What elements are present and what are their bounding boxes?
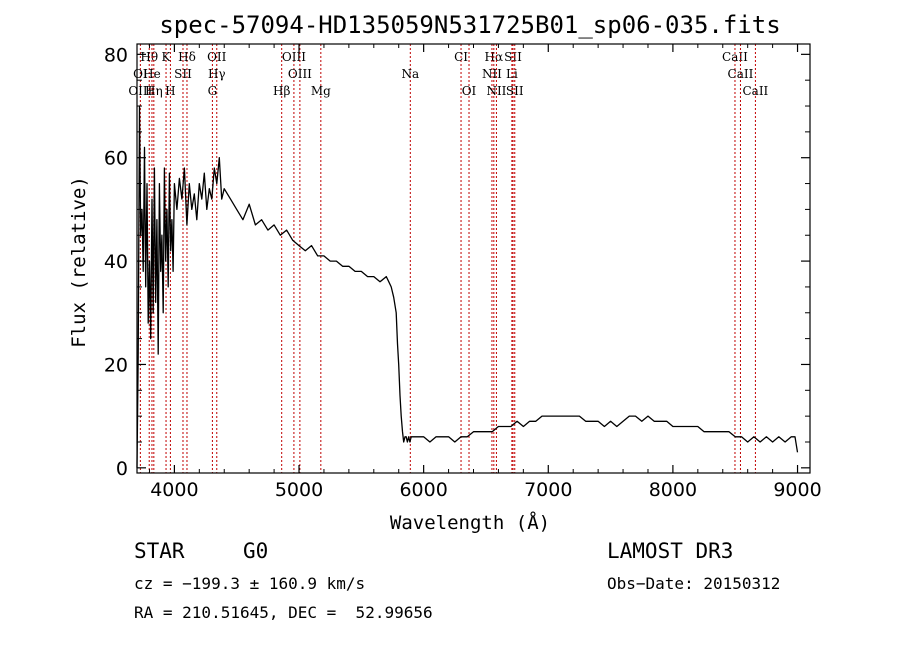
line-label-24: OI	[462, 84, 477, 98]
y-tick-label-1: 20	[104, 354, 128, 376]
x-tick-label-3: 7000	[524, 479, 572, 501]
object-subclass: G0	[243, 539, 269, 563]
line-label-4: OIII	[282, 50, 306, 64]
line-label-17: CaII	[728, 67, 754, 81]
x-tick-label-5: 9000	[773, 479, 821, 501]
line-label-0: Hθ	[140, 50, 158, 64]
spectrum-series	[136, 105, 799, 468]
plot-frame	[136, 43, 811, 474]
line-label-1: K	[162, 50, 172, 64]
y-tick-label-4: 80	[104, 44, 128, 66]
ra-dec: RA = 210.51645, DEC = 52.99656	[134, 603, 433, 622]
line-label-20: H	[165, 84, 175, 98]
line-label-5: CI	[454, 50, 468, 64]
line-label-22: Hβ	[273, 84, 290, 98]
line-label-16: Li	[506, 67, 518, 81]
line-label-26: SII	[506, 84, 524, 98]
y-axis-label: Flux (relative)	[68, 176, 90, 348]
y-tick-label-3: 60	[104, 148, 128, 170]
line-label-27: CaII	[742, 84, 768, 98]
x-tick-label-2: 6000	[399, 479, 447, 501]
x-tick-label-4: 8000	[649, 479, 697, 501]
x-axis-label: Wavelength (Å)	[390, 511, 550, 534]
line-label-14: Na	[401, 67, 419, 81]
line-label-6: Hα	[485, 50, 504, 64]
line-label-15: NII	[482, 67, 502, 81]
line-label-2: Hδ	[178, 50, 196, 64]
line-label-11: SII	[174, 67, 192, 81]
line-label-18: OIII	[128, 84, 152, 98]
line-label-23: Mg	[311, 84, 331, 98]
line-label-10: He	[143, 67, 161, 81]
survey-name: LAMOST DR3	[607, 539, 734, 563]
line-label-3: OII	[207, 50, 227, 64]
line-label-13: OIII	[288, 67, 312, 81]
line-label-7: SII	[504, 50, 522, 64]
redshift-cz: cz = −199.3 ± 160.9 km/s	[134, 574, 366, 593]
chart-title: spec-57094-HD135059N531725B01_sp06-035.f…	[159, 11, 780, 39]
x-tick-label-1: 5000	[275, 479, 323, 501]
x-tick-label-0: 4000	[150, 479, 198, 501]
axis-ticks: 4000 5000 6000 7000 8000 9000 0 20 40 60 80	[104, 44, 822, 501]
line-label-19: Hη	[145, 84, 163, 98]
line-label-21: G	[208, 84, 218, 98]
object-class: STAR	[134, 539, 185, 563]
observation-date: Obs−Date: 20150312	[607, 574, 781, 593]
line-label-25: NII	[486, 84, 506, 98]
line-label-12: Hγ	[208, 67, 226, 81]
line-label-8: CaII	[722, 50, 748, 64]
y-tick-label-0: 0	[116, 458, 128, 480]
y-tick-label-2: 40	[104, 251, 128, 273]
